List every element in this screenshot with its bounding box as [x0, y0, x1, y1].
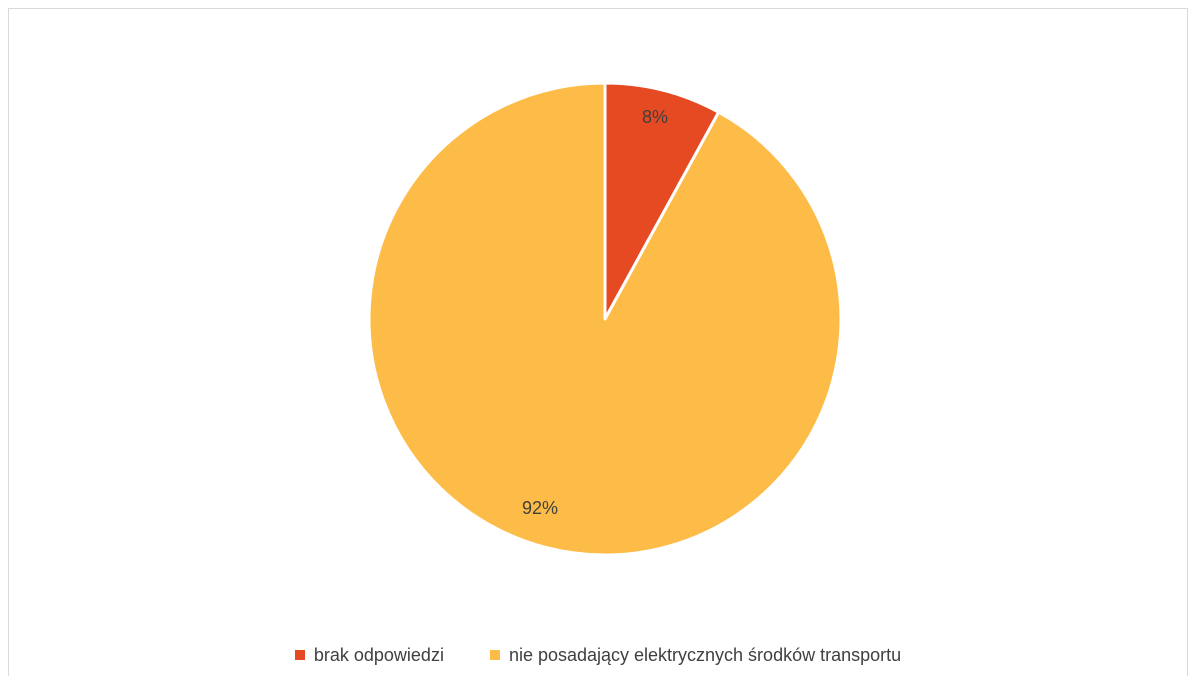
- legend-swatch-brak-odpowiedzi: [294, 650, 305, 660]
- pie-slice-1: [367, 81, 843, 557]
- pie-slice-label-0: 8%: [642, 107, 668, 127]
- legend-label-nie-posadajacy: nie posadający elektrycznych środków tra…: [508, 644, 902, 665]
- legend-label-brak-odpowiedzi: brak odpowiedzi: [313, 644, 444, 665]
- pie-slice-0: [603, 81, 721, 321]
- legend-swatch-nie-posadajacy: [489, 650, 500, 660]
- legend-item-nie-posadajacy: nie posadający elektrycznych środków tra…: [489, 644, 902, 666]
- pie-chart: 8% 92%: [367, 81, 843, 557]
- pie-slice-label-1: 92%: [522, 498, 558, 518]
- legend: brak odpowiedzi nie posadający elektrycz…: [9, 643, 1187, 667]
- chart-frame: 8% 92% brak odpowiedzi nie posadający ele…: [8, 8, 1188, 676]
- legend-item-brak-odpowiedzi: brak odpowiedzi: [294, 644, 444, 666]
